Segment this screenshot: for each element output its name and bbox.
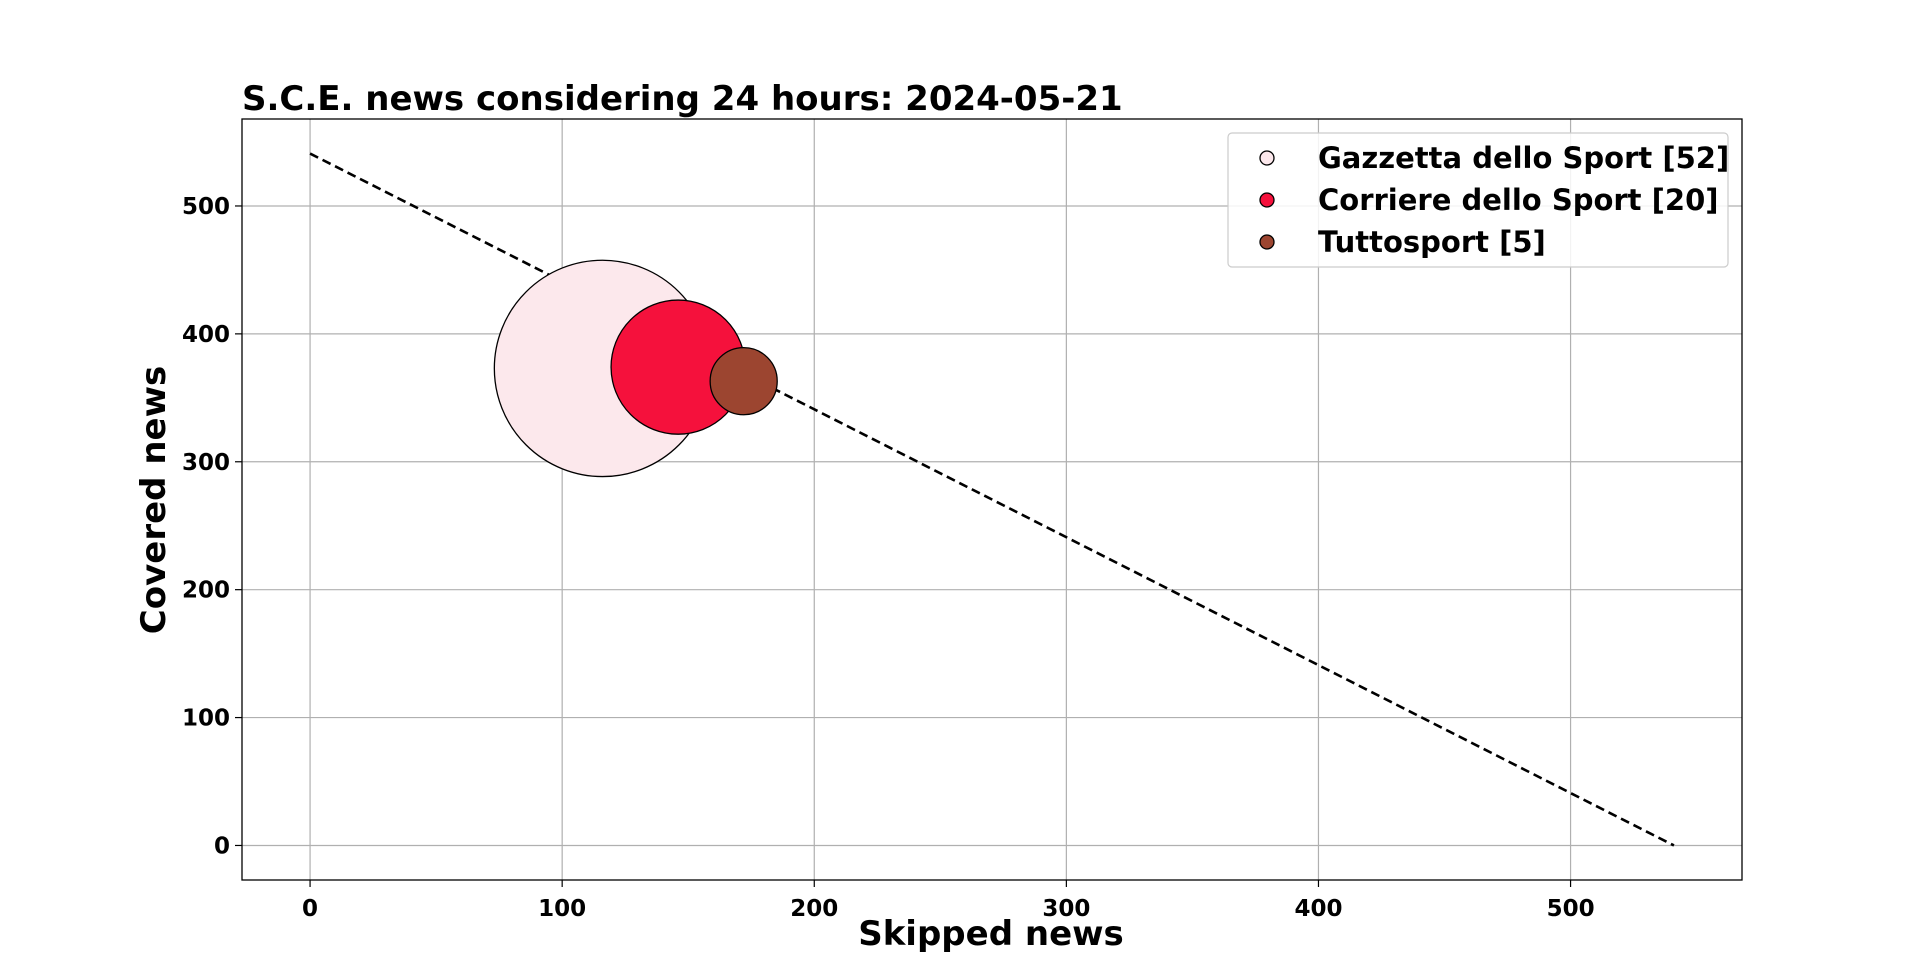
legend-marker (1259, 234, 1275, 250)
bubbles (493, 259, 778, 478)
x-tick-label: 500 (1547, 896, 1595, 922)
legend-label: Gazzetta dello Sport [52] (1318, 141, 1729, 175)
y-tick-label: 100 (182, 706, 230, 732)
x-tick-label: 100 (538, 896, 586, 922)
y-tick-label: 0 (214, 833, 230, 859)
legend-box (1227, 132, 1729, 268)
y-tick-label: 400 (182, 322, 230, 348)
y-tick-label: 200 (182, 578, 230, 604)
legend-marker (1259, 192, 1275, 208)
reference-line-layer (309, 152, 1675, 847)
bubble-point (709, 347, 778, 416)
x-tick-label: 400 (1294, 896, 1342, 922)
x-axis-label: Skipped news (858, 914, 1124, 954)
legend-label: Tuttosport [5] (1318, 225, 1546, 259)
axis-ticks: 0 100 200 300 400 500 0 100 200 300 400 500 (182, 194, 1595, 922)
x-tick-label: 200 (790, 896, 838, 922)
x-tick-label: 0 (302, 896, 318, 922)
y-tick-label: 300 (182, 450, 230, 476)
legend: Gazzetta dello Sport [52] Corriere dello … (1227, 132, 1729, 268)
chart-title: S.C.E. news considering 24 hours: 2024-0… (242, 79, 1123, 119)
y-axis-label: Covered news (134, 366, 174, 634)
x-tick-label: 300 (1042, 896, 1090, 922)
legend-marker (1259, 150, 1275, 166)
plot-frame (241, 118, 1743, 881)
legend-label: Corriere dello Sport [20] (1318, 183, 1719, 217)
reference-line (309, 152, 1675, 847)
y-tick-label: 500 (182, 194, 230, 220)
